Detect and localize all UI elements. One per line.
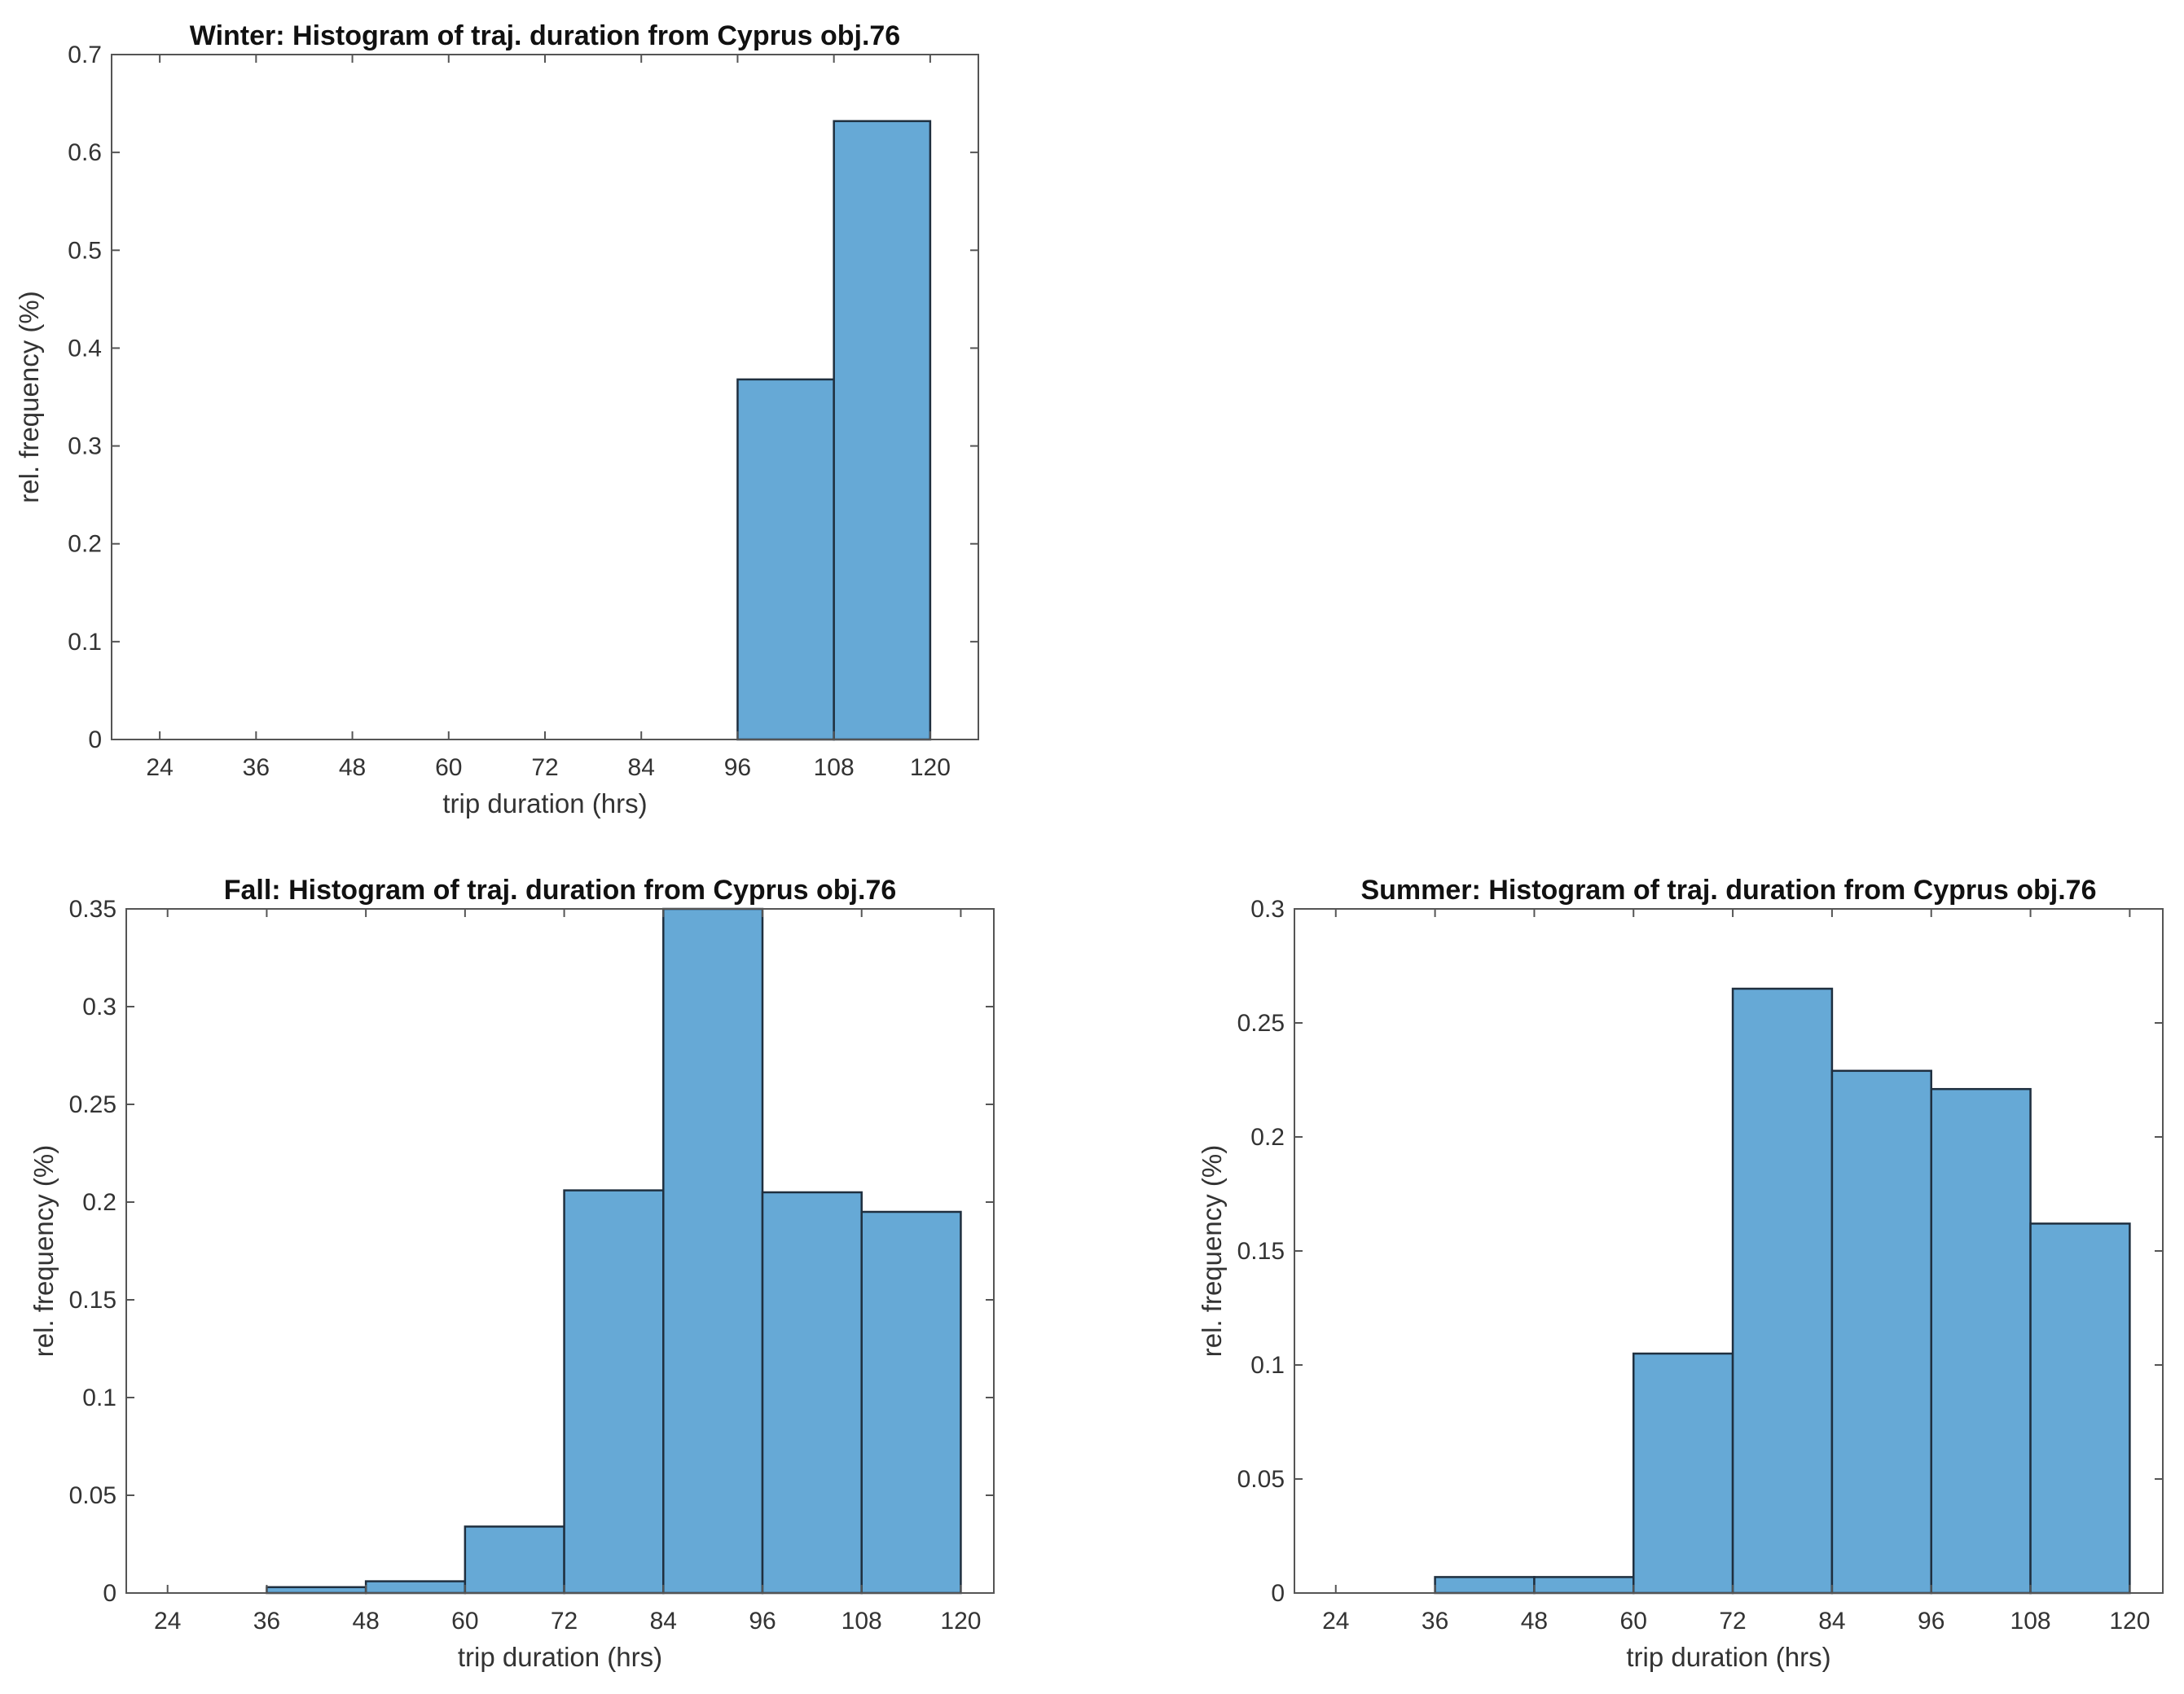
summer-bar [1731, 987, 1834, 1595]
summer-bar [1830, 1069, 1932, 1595]
fall-x-tick-label: 72 [551, 1608, 578, 1635]
summer-bar [1434, 1576, 1536, 1595]
summer-y-axis-label: rel. frequency (%) [1197, 1145, 1227, 1357]
winter-y-tick-label: 0.2 [68, 531, 102, 558]
fall-bar [662, 907, 764, 1595]
winter-y-tick-label: 0.4 [68, 335, 102, 362]
winter-x-axis-label: trip duration (hrs) [442, 788, 647, 818]
fall-x-tick-label: 84 [650, 1608, 677, 1635]
summer-x-tick-label: 48 [1521, 1608, 1548, 1635]
winter-y-tick-label: 0.5 [68, 237, 102, 264]
summer-x-tick-label: 72 [1719, 1608, 1746, 1635]
summer-x-axis-label: trip duration (hrs) [1626, 1642, 1830, 1672]
summer-x-tick-label: 84 [1818, 1608, 1845, 1635]
fall-bar [364, 1580, 467, 1595]
fall-y-tick-label: 0.05 [69, 1482, 116, 1509]
fall-axes-frame [125, 908, 995, 1594]
summer-bar [2029, 1222, 2131, 1595]
fall-x-tick-label: 108 [842, 1608, 882, 1635]
fall-y-tick-label: 0.1 [82, 1385, 116, 1411]
summer-y-tick-label: 0.3 [1250, 896, 1285, 923]
winter-chart-title: Winter: Histogram of traj. duration from… [190, 20, 900, 51]
fall-histogram: 24 36 48 60 72 84 96 108 120 0 0.05 0.1 0.15 0.2 0.25 0… [29, 875, 995, 1672]
summer-bar [1930, 1087, 2032, 1595]
fall-x-tick-label: 120 [940, 1608, 981, 1635]
fall-y-tick-label: 0.2 [82, 1189, 116, 1216]
fall-x-axis-label: trip duration (hrs) [458, 1642, 662, 1672]
winter-y-tick-label: 0.7 [68, 42, 102, 68]
fall-chart-title: Fall: Histogram of traj. duration from C… [224, 875, 897, 906]
fall-y-tick-label: 0.15 [69, 1287, 116, 1314]
winter-y-tick-label: 0 [88, 726, 102, 753]
fall-x-tick-label: 24 [154, 1608, 181, 1635]
summer-y-tick-label: 0.25 [1237, 1010, 1285, 1037]
fall-bar [761, 1191, 863, 1595]
summer-bar [1533, 1576, 1635, 1595]
summer-x-tick-label: 96 [1918, 1608, 1945, 1635]
winter-x-tick-label: 84 [628, 754, 655, 781]
summer-chart-title: Summer: Histogram of traj. duration from… [1360, 875, 2096, 906]
winter-y-axis-label: rel. frequency (%) [14, 291, 44, 502]
winter-y-tick-label: 0.6 [68, 139, 102, 166]
summer-histogram: 24 36 48 60 72 84 96 108 120 0 0.05 0.1 0.15 0.2 0.25 0… [1197, 875, 2164, 1672]
winter-bar [736, 378, 835, 741]
fall-bar [860, 1210, 962, 1595]
fall-x-tick-label: 60 [451, 1608, 478, 1635]
fall-bar [266, 1586, 367, 1595]
summer-x-tick-label: 108 [2010, 1608, 2051, 1635]
summer-y-tick-label: 0.15 [1237, 1238, 1285, 1265]
fall-bar [464, 1525, 565, 1595]
fall-y-tick-label: 0.3 [82, 994, 116, 1020]
summer-bar [1632, 1352, 1734, 1595]
summer-x-tick-label: 24 [1322, 1608, 1349, 1635]
winter-x-tick-label: 48 [339, 754, 366, 781]
winter-x-tick-label: 36 [243, 754, 270, 781]
winter-y-tick-label: 0.1 [68, 629, 102, 656]
fall-x-tick-label: 96 [749, 1608, 776, 1635]
winter-x-tick-label: 24 [146, 754, 173, 781]
winter-bar [833, 120, 932, 741]
winter-x-tick-label: 72 [531, 754, 558, 781]
fall-x-tick-label: 36 [253, 1608, 280, 1635]
fall-y-axis-label: rel. frequency (%) [29, 1145, 59, 1357]
winter-x-tick-label: 108 [814, 754, 855, 781]
winter-x-tick-label: 120 [910, 754, 951, 781]
summer-y-tick-label: 0 [1271, 1580, 1285, 1607]
summer-x-tick-label: 36 [1422, 1608, 1448, 1635]
fall-y-tick-label: 0.25 [69, 1091, 116, 1118]
winter-x-tick-label: 96 [724, 754, 751, 781]
summer-y-tick-label: 0.1 [1250, 1352, 1285, 1379]
winter-x-tick-label: 60 [435, 754, 462, 781]
summer-x-tick-label: 120 [2109, 1608, 2150, 1635]
fall-bar [563, 1189, 665, 1595]
summer-x-tick-label: 60 [1620, 1608, 1647, 1635]
fall-y-tick-label: 0 [103, 1580, 116, 1607]
fall-y-tick-label: 0.35 [69, 896, 116, 923]
fall-x-tick-label: 48 [352, 1608, 379, 1635]
winter-histogram: 24 36 48 60 72 84 96 108 120 0 0.1 0.2 0.3 0.4 0.5 0.6 0… [14, 20, 979, 818]
summer-y-tick-label: 0.2 [1250, 1124, 1285, 1151]
winter-y-tick-label: 0.3 [68, 433, 102, 460]
summer-y-tick-label: 0.05 [1237, 1466, 1285, 1493]
